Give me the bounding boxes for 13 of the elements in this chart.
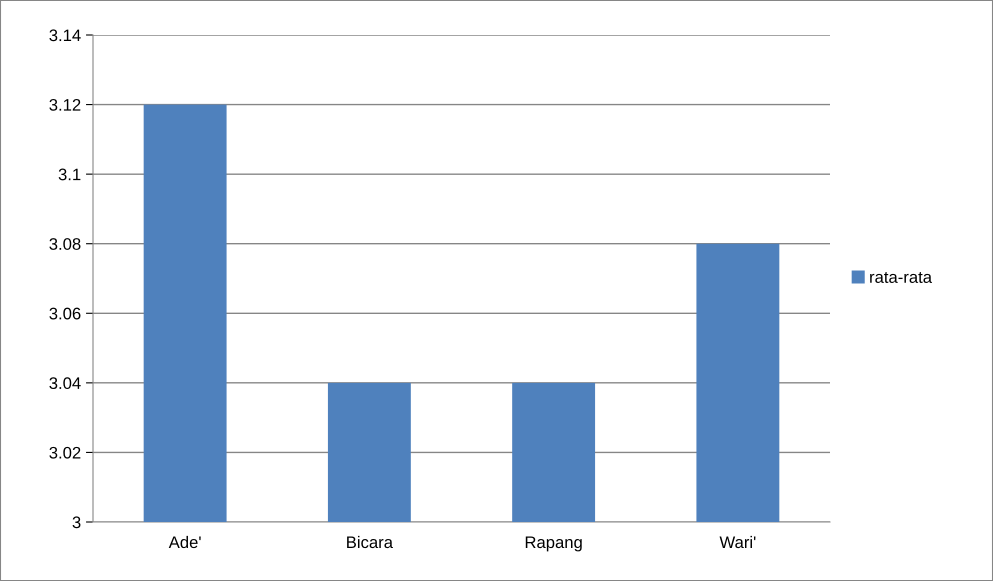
- y-tick-label: 3.12: [49, 98, 80, 111]
- y-tick-label: 3.02: [49, 446, 80, 459]
- x-tick-label: Ade': [168, 536, 201, 548]
- y-tick-label: 3: [72, 516, 80, 528]
- y-tick-label: 3.06: [49, 308, 80, 320]
- legend-label: rata-rata: [870, 272, 932, 283]
- y-tick-label: 3.04: [49, 377, 81, 390]
- x-tick-label: Rapang: [526, 536, 582, 552]
- y-tick-label: 3.1: [58, 168, 80, 180]
- y-tick-label: 3.14: [49, 29, 81, 42]
- y-tick-label: 3.08: [49, 238, 80, 250]
- x-tick-label: Wari': [720, 536, 756, 548]
- x-tick-label: Bicara: [347, 536, 393, 548]
